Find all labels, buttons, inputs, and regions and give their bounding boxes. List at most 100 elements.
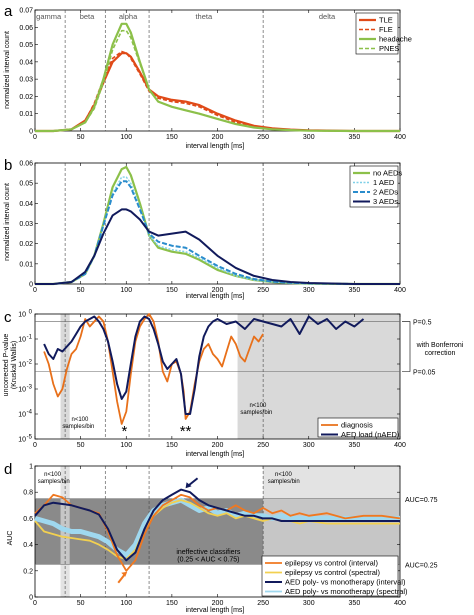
ineffective-label: (0.25 < AUC < 0.75): [177, 557, 239, 564]
band-label: gamma: [36, 12, 62, 21]
series-line: [34, 497, 400, 558]
significance-star: **: [180, 423, 192, 440]
legend-entry: epilepsy vs control (interval): [285, 559, 378, 568]
x-tick-label: 350: [349, 600, 361, 607]
y-tick-label: 0.03: [19, 221, 33, 228]
series-line: [34, 499, 400, 560]
x-tick-label: 250: [257, 600, 269, 607]
x-tick-label: 200: [212, 287, 224, 294]
x-tick-label: 300: [303, 287, 315, 294]
series-line: [35, 208, 400, 285]
x-tick-label: 50: [77, 600, 85, 607]
bonferroni-label: correction: [425, 350, 456, 357]
panel-a-xlabel: interval length [ms]: [186, 143, 245, 150]
series-line: [43, 313, 264, 425]
x-tick-label: 300: [303, 442, 315, 449]
x-tick-label: 200: [212, 442, 224, 449]
auc-lo-label: AUC=0.25: [405, 562, 438, 569]
x-tick-label: 250: [257, 134, 269, 141]
x-tick-label: 250: [257, 442, 269, 449]
x-tick-label: 300: [303, 134, 315, 141]
legend-entry: AED poly- vs monotherapy (spectral): [285, 587, 408, 596]
y-tick-label: 0: [29, 595, 33, 602]
y-tick-label: 0.6: [23, 516, 33, 523]
y-tick-label: 0.07: [19, 8, 33, 15]
series-line: [35, 176, 400, 285]
panel-d: d AUC interval length [ms] 0 50 100 150 200 2…: [4, 461, 438, 614]
panel-label-b: b: [4, 157, 12, 174]
panel-label-c: c: [4, 309, 12, 326]
y-tick-label: 0.06: [19, 25, 33, 32]
y-tick-label: 10: [18, 387, 26, 394]
y-tick-label: 0.8: [23, 490, 33, 497]
x-tick-label: 100: [120, 600, 132, 607]
ineffective-label: ineffective classifiers: [176, 549, 241, 556]
y-tick-label: 0.02: [19, 241, 33, 248]
p005-label: P=0.05: [413, 370, 435, 377]
panel-d-xlabel: interval length [ms]: [186, 607, 245, 614]
p05-label: P=0.5: [413, 320, 432, 327]
band-label: beta: [80, 12, 95, 21]
legend-entry: AED poly- vs monotherapy (interval): [285, 578, 406, 587]
samples-note-right: samples/bin: [268, 479, 300, 485]
panel-c-xlabel: interval length [ms]: [186, 451, 245, 458]
y-tick-label: 0.01: [19, 261, 33, 268]
y-tick-label: 10: [18, 337, 26, 344]
x-tick-label: 200: [212, 134, 224, 141]
legend-entry: AED load (nAED): [341, 430, 400, 439]
x-tick-label: 100: [120, 287, 132, 294]
panel-a-ylabel: normalized interval count: [4, 31, 11, 109]
legend-entry: headache: [379, 35, 412, 44]
series-line: [35, 165, 400, 286]
y-tick-label: 0.04: [19, 59, 33, 66]
x-tick-label: 350: [349, 134, 361, 141]
x-tick-label: 50: [77, 287, 85, 294]
y-tick-exponent: -4: [27, 410, 33, 416]
samples-note-left: samples/bin: [38, 479, 70, 485]
y-tick-exponent: -5: [27, 435, 33, 441]
series-line: [35, 180, 400, 285]
x-tick-label: 0: [33, 600, 37, 607]
samples-note-left: n<100: [44, 472, 62, 478]
panel-d-ylabel: AUC: [7, 531, 14, 546]
x-tick-label: 0: [33, 287, 37, 294]
y-tick-label: 0.4: [23, 542, 33, 549]
bonferroni-bracket: [402, 321, 411, 372]
x-tick-label: 100: [120, 134, 132, 141]
y-tick-label: 0: [29, 129, 33, 136]
y-tick-exponent: -3: [27, 385, 33, 391]
x-tick-label: 100: [120, 442, 132, 449]
x-tick-label: 400: [394, 134, 406, 141]
legend-entry: epilepsy vs control (spectral): [285, 568, 381, 577]
y-tick-label: 0.04: [19, 201, 33, 208]
legend-entry: no AEDs: [373, 169, 402, 178]
panel-label-d: d: [4, 461, 12, 478]
bonferroni-label: with Bonferroni: [416, 342, 464, 349]
x-tick-label: 50: [77, 134, 85, 141]
x-tick-label: 150: [166, 287, 178, 294]
y-tick-exponent: -1: [27, 335, 33, 341]
y-tick-label: 10: [18, 412, 26, 419]
y-tick-label: 0.03: [19, 77, 33, 84]
y-tick-label: 0.2: [23, 568, 33, 575]
panel-b-ylabel: normalized interval count: [4, 183, 11, 261]
series-line: [43, 315, 365, 415]
x-tick-label: 250: [257, 287, 269, 294]
max-arrow-head: [185, 482, 192, 489]
panel-c: c uncorrected P-value (Kruskal Wallis) i…: [3, 309, 464, 458]
samples-note-right: n<100: [249, 403, 267, 409]
band-label: theta: [195, 12, 213, 21]
legend-entry: 3 AEDs: [373, 197, 398, 206]
y-tick-label: 0.05: [19, 42, 33, 49]
series-line: [35, 29, 400, 132]
series-line: [34, 488, 400, 562]
legend-entry: FLE: [379, 25, 393, 34]
y-tick-label: 0.06: [19, 161, 33, 168]
panel-c-ylabel-1: uncorrected P-value: [3, 334, 10, 397]
significance-star: *: [122, 423, 128, 440]
x-tick-label: 300: [303, 600, 315, 607]
samples-note-left: n<100: [72, 417, 90, 423]
